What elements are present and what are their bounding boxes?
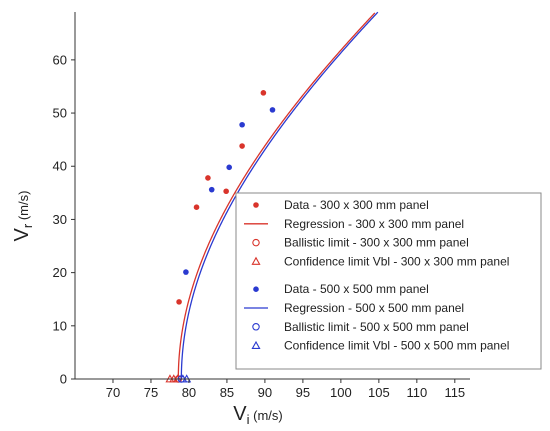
- data-point-4-2: [226, 164, 233, 171]
- data-point-4-4: [269, 107, 276, 113]
- legend-marker-3: [251, 256, 261, 265]
- y-tick-label: 30: [53, 212, 67, 227]
- x-axis-title-unit: (m/s): [250, 408, 283, 423]
- x-tick-label: 90: [258, 385, 272, 400]
- y-axis-title-unit: (m/s): [16, 191, 31, 224]
- x-tick-label: 105: [368, 385, 390, 400]
- y-tick-label: 20: [53, 265, 67, 280]
- legend-label: Confidence limit Vbl - 500 x 500 mm pane…: [284, 339, 509, 353]
- y-tick-label: 60: [53, 52, 67, 67]
- x-tick-label: 100: [330, 385, 352, 400]
- data-point-0-2: [205, 175, 211, 181]
- legend-marker-2: [252, 238, 260, 247]
- legend-label: Confidence limit Vbl - 300 x 300 mm pane…: [284, 254, 509, 268]
- x-axis-title: Vi (m/s): [233, 403, 282, 427]
- y-tick-label: 50: [53, 106, 67, 121]
- legend-label: Data - 300 x 300 mm panel: [284, 198, 429, 212]
- y-tick-label: 10: [53, 318, 67, 333]
- regression-line-5: [180, 11, 379, 379]
- data-point-4-1: [208, 186, 215, 193]
- x-axis-title-main: V: [233, 403, 247, 425]
- y-axis-title-sub: r: [20, 223, 35, 228]
- x-tick-label: 70: [106, 385, 120, 400]
- y-axis-title-main: V: [11, 227, 33, 241]
- legend-label: Ballistic limit - 500 x 500 mm panel: [284, 320, 469, 334]
- legend-label: Data - 500 x 500 mm panel: [284, 282, 429, 296]
- legend-marker-0: [253, 202, 259, 208]
- legend-marker-7: [251, 340, 261, 350]
- legend: Data - 300 x 300 mm panel Regression - 30…: [235, 192, 542, 370]
- legend-label: Ballistic limit - 300 x 300 mm panel: [284, 236, 469, 250]
- data-point-0-0: [176, 299, 182, 305]
- data-point-0-1: [193, 204, 200, 211]
- legend-label: Regression - 500 x 500 mm panel: [284, 301, 464, 315]
- legend-marker-4: [253, 286, 259, 293]
- regression-line-1: [177, 12, 376, 379]
- y-axis-title: Vr (m/s): [11, 191, 35, 242]
- x-tick-label: 80: [182, 385, 196, 400]
- data-point-0-5: [260, 90, 267, 96]
- x-tick-label: 110: [406, 385, 427, 400]
- axis-titles: Vi (m/s)Vr (m/s): [11, 191, 283, 427]
- x-tick-label: 115: [444, 385, 465, 400]
- axes: 70 75 80 85 90 95 100 105 110 115 0 10 20 30 40 50 60: [53, 12, 470, 400]
- data-point-4-0: [183, 269, 189, 275]
- data-point-4-3: [239, 121, 245, 128]
- y-tick-label: 0: [60, 372, 67, 387]
- data-point-0-3: [223, 188, 229, 195]
- x-axis-title-sub: i: [247, 412, 250, 427]
- data-point-0-4: [239, 143, 245, 149]
- x-tick-label: 75: [144, 385, 158, 400]
- x-tick-label: 95: [296, 385, 310, 400]
- x-tick-label: 85: [220, 385, 234, 400]
- legend-marker-6: [252, 323, 260, 331]
- y-tick-label: 40: [53, 159, 67, 174]
- legend-label: Regression - 300 x 300 mm panel: [284, 217, 464, 231]
- legend-box: [235, 192, 542, 370]
